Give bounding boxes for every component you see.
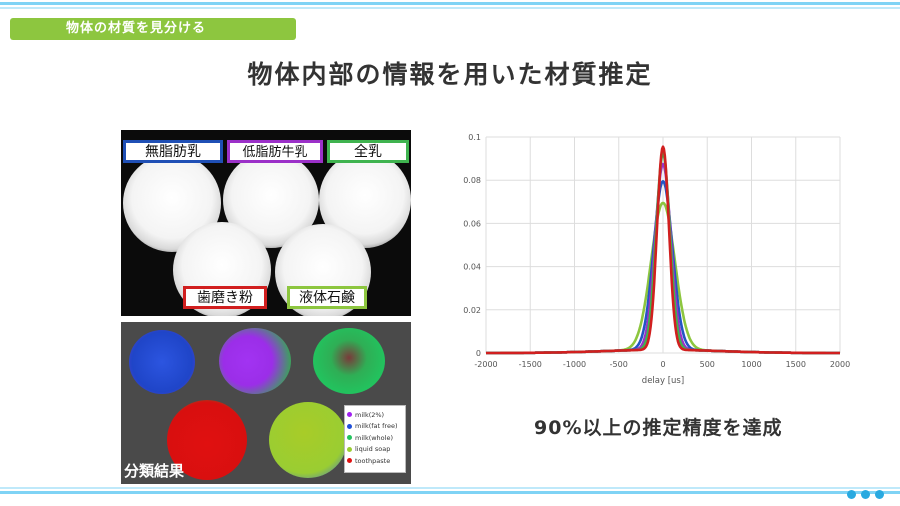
x-tick-label: -1000 — [563, 360, 586, 369]
slide-dots — [847, 490, 884, 499]
x-tick-label: -1500 — [519, 360, 542, 369]
legend-swatch — [347, 412, 352, 418]
section-tag: 物体の材質を見分ける — [10, 18, 296, 40]
y-tick-label: 0.04 — [463, 263, 481, 272]
y-tick-label: 0.08 — [463, 176, 481, 185]
result-blob-whole — [313, 328, 385, 394]
photo-label-lowfat-milk: 低脂肪牛乳 — [227, 140, 323, 163]
top-border — [0, 0, 900, 10]
x-tick-label: 1000 — [741, 360, 761, 369]
legend-swatch — [347, 423, 352, 429]
classification-legend: milk(2%) milk(fat free) milk(whole) liqu… — [344, 405, 406, 473]
achievement-text: 90%以上の推定精度を達成 — [534, 417, 783, 439]
dot-icon — [875, 490, 884, 499]
legend-label: milk(whole) — [355, 433, 393, 442]
photo-label-toothpaste: 歯磨き粉 — [183, 286, 267, 309]
legend-label: milk(2%) — [355, 410, 385, 419]
result-blob-toothpaste — [167, 400, 247, 480]
legend-swatch — [347, 435, 352, 441]
x-axis-label: delay [us] — [642, 376, 684, 386]
x-tick-label: 1500 — [786, 360, 806, 369]
x-tick-label: -500 — [610, 360, 628, 369]
photo-label-nonfat-milk: 無脂肪乳 — [123, 140, 223, 163]
delay-chart: 0 0.02 0.04 0.06 0.08 0.1 -2000 -1500 -1000 -500 0… — [463, 133, 850, 386]
legend-swatch — [347, 458, 352, 464]
result-blob-soap — [269, 402, 347, 478]
legend-swatch — [347, 446, 352, 452]
result-blob-fatfree — [129, 330, 195, 394]
dot-icon — [847, 490, 856, 499]
legend-label: milk(fat free) — [355, 422, 398, 431]
x-tick-label: 500 — [700, 360, 715, 369]
legend-label: toothpaste — [355, 456, 391, 465]
dot-icon — [861, 490, 870, 499]
y-tick-label: 0.06 — [463, 219, 481, 228]
photo-label-liquid-soap: 液体石鹸 — [287, 286, 367, 309]
legend-label: liquid soap — [355, 445, 391, 454]
x-tick-label: 0 — [660, 360, 665, 369]
legend-item: milk(fat free) — [347, 421, 403, 433]
legend-item: liquid soap — [347, 444, 403, 456]
series-line — [485, 145, 841, 355]
photo-label-whole-milk: 全乳 — [327, 140, 409, 163]
x-tick-label: -2000 — [474, 360, 497, 369]
y-tick-label: 0.02 — [463, 306, 481, 315]
legend-item: toothpaste — [347, 455, 403, 467]
legend-item: milk(whole) — [347, 432, 403, 444]
x-tick-label: 2000 — [830, 360, 850, 369]
sample-photo: 無脂肪乳 低脂肪牛乳 全乳 歯磨き粉 液体石鹸 — [121, 130, 411, 316]
bottom-border — [0, 487, 900, 506]
y-tick-label: 0.1 — [468, 133, 481, 142]
legend-item: milk(2%) — [347, 409, 403, 421]
y-tick-label: 0 — [476, 349, 481, 358]
slide-title: 物体内部の情報を用いた材質推定 — [247, 60, 653, 89]
result-blob-2pct — [219, 328, 291, 394]
classification-label: 分類結果 — [124, 462, 185, 480]
classification-result-image: milk(2%) milk(fat free) milk(whole) liqu… — [121, 322, 411, 484]
